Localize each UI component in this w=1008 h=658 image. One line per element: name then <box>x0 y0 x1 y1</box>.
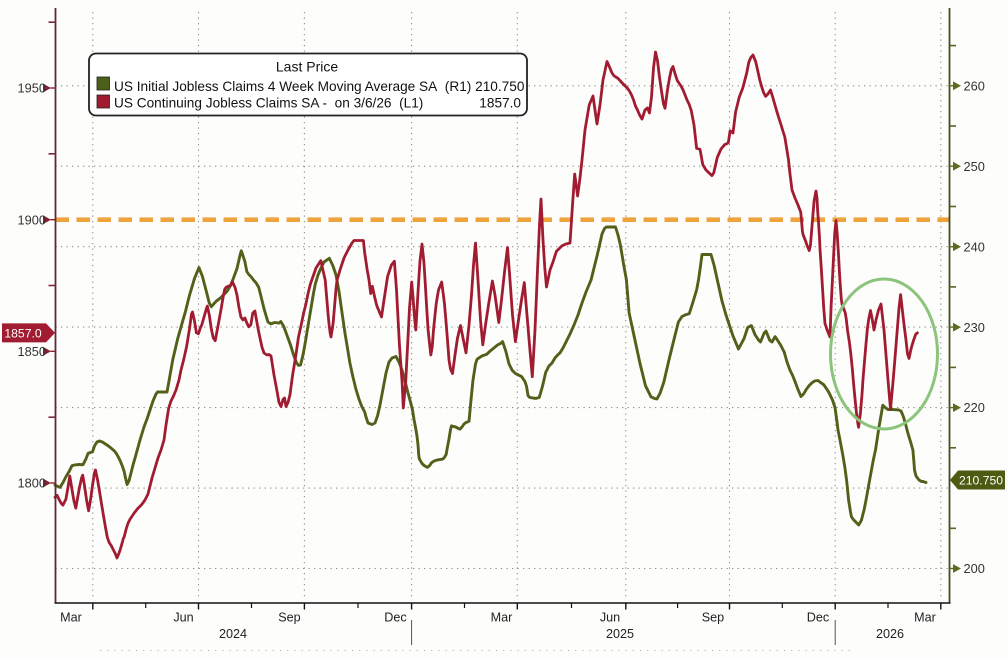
svg-text:1850: 1850 <box>18 344 46 359</box>
svg-text:Sep: Sep <box>278 611 300 625</box>
svg-text:210.750: 210.750 <box>959 473 1003 487</box>
svg-text:260: 260 <box>964 78 985 93</box>
svg-text:230: 230 <box>964 320 985 335</box>
svg-text:Last Price: Last Price <box>276 59 338 75</box>
svg-text:Dec: Dec <box>384 611 406 625</box>
svg-text:US Initial Jobless Claims 4 We: US Initial Jobless Claims 4 Week Moving … <box>114 79 525 94</box>
svg-text:1800: 1800 <box>18 476 46 491</box>
svg-text:Jun: Jun <box>173 611 193 625</box>
svg-text:250: 250 <box>964 159 985 174</box>
svg-text:1900: 1900 <box>18 212 46 227</box>
svg-text:1857.0: 1857.0 <box>4 326 41 340</box>
svg-text:Mar: Mar <box>914 611 936 625</box>
svg-text:Mar: Mar <box>60 611 82 625</box>
svg-text:Mar: Mar <box>491 611 513 625</box>
svg-text:2024: 2024 <box>219 627 247 641</box>
svg-text:2025: 2025 <box>606 627 634 641</box>
svg-text:Jun: Jun <box>600 611 620 625</box>
svg-text:US Continuing Jobless Claims S: US Continuing Jobless Claims SA - on 3/6… <box>114 96 423 111</box>
svg-text:2026: 2026 <box>876 627 904 641</box>
svg-text:1950: 1950 <box>18 81 46 96</box>
svg-text:Dec: Dec <box>807 611 829 625</box>
svg-text:200: 200 <box>964 561 985 576</box>
svg-text:220: 220 <box>964 400 985 415</box>
svg-text:240: 240 <box>964 239 985 254</box>
svg-text:1857.0: 1857.0 <box>479 96 521 111</box>
svg-text:Sep: Sep <box>702 611 724 625</box>
